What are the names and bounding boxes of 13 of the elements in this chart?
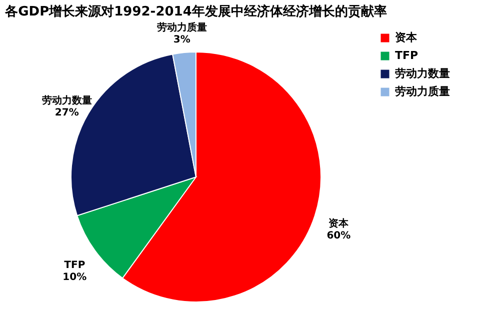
legend-label: 劳动力质量	[395, 85, 450, 98]
slice-label: 劳动力质量	[156, 22, 207, 34]
slice-label: 劳动力数量	[42, 94, 92, 107]
legend-label: 资本	[395, 31, 418, 44]
slice-label: 资本	[328, 217, 350, 230]
legend-label: 劳动力数量	[395, 67, 450, 80]
data-label: 3%	[173, 34, 190, 46]
data-label: 10%	[62, 272, 87, 284]
data-label: 60%	[326, 230, 351, 242]
chart-title: 各GDP增长来源对1992-2014年发展中经济体经济增长的贡献率	[4, 4, 387, 20]
slice-label: TFP	[64, 260, 86, 272]
legend-label: TFP	[395, 49, 418, 62]
data-label: 27%	[54, 108, 79, 119]
